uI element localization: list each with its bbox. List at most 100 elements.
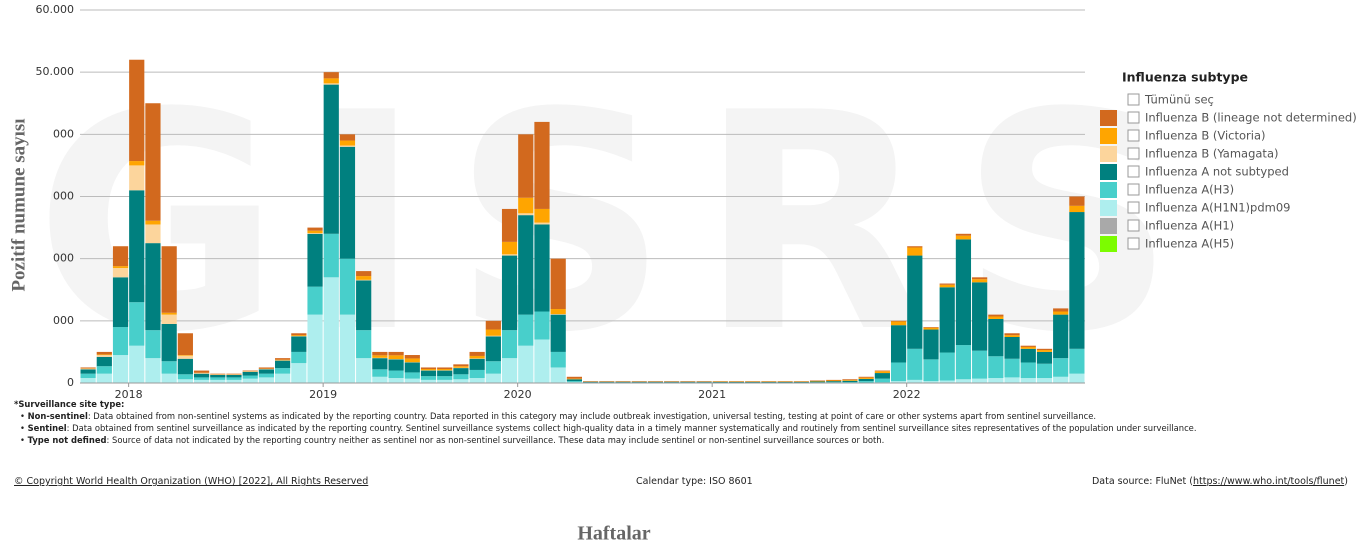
- bar-segment: [972, 350, 988, 379]
- bar-segment: [356, 279, 372, 281]
- bar-segment: [226, 377, 242, 380]
- bar-segment: [469, 355, 485, 359]
- legend-label[interactable]: Influenza A(H1N1)pdm09: [1145, 201, 1290, 215]
- footnote-term: Sentinel: [27, 423, 67, 433]
- legend-label[interactable]: Influenza A(H1): [1145, 219, 1234, 233]
- bar-segment: [404, 355, 420, 359]
- bar-segment: [890, 320, 907, 322]
- bar-segment: [874, 378, 890, 383]
- bar-segment: [339, 140, 356, 146]
- bar-segment: [988, 316, 1004, 319]
- bar-segment: [842, 382, 858, 383]
- legend-label[interactable]: Influenza A(H5): [1145, 237, 1234, 251]
- bar-segment: [1020, 378, 1036, 383]
- bar-segment: [1053, 376, 1069, 383]
- bar-segment: [501, 255, 518, 331]
- select-all[interactable]: Tümünü seç: [1144, 93, 1214, 107]
- bar-segment: [193, 377, 210, 380]
- checkbox[interactable]: [1127, 111, 1140, 124]
- checkbox[interactable]: [1127, 93, 1140, 106]
- bar-segment: [453, 379, 469, 383]
- bar-segment: [145, 103, 161, 221]
- legend-swatch: [1100, 218, 1117, 234]
- checkbox[interactable]: [1127, 219, 1140, 232]
- bar-segment: [226, 374, 242, 378]
- bar-segment: [275, 368, 291, 374]
- bar-segment: [177, 374, 193, 380]
- bar-segment: [307, 233, 323, 234]
- bar-segment: [242, 371, 258, 376]
- bar-segment: [761, 381, 777, 383]
- y-axis-title: Pozitif numune sayısı: [8, 118, 29, 291]
- legend-label[interactable]: Influenza A not subtyped: [1145, 165, 1289, 179]
- legend-label[interactable]: Influenza B (Victoria): [1145, 129, 1265, 143]
- bar-segment: [258, 377, 275, 383]
- bar-segment: [501, 358, 518, 383]
- checkbox[interactable]: [1127, 129, 1140, 142]
- bar-segment: [1036, 378, 1053, 383]
- bar-segment: [826, 381, 842, 383]
- x-tick-label: 2018: [115, 388, 143, 401]
- bar-segment: [485, 361, 501, 374]
- checkbox[interactable]: [1127, 165, 1140, 178]
- bar-segment: [145, 220, 161, 225]
- checkbox[interactable]: [1127, 147, 1140, 160]
- bar-segment: [339, 258, 356, 315]
- x-axis-title: Haftalar: [577, 523, 650, 545]
- bar-segment: [80, 378, 96, 383]
- checkbox[interactable]: [1127, 237, 1140, 250]
- bar-segment: [323, 72, 339, 79]
- legend-swatch: [1100, 200, 1117, 216]
- bar-segment: [939, 287, 955, 353]
- y-tick-label: 000: [53, 190, 74, 203]
- data-source: Data source: FluNet (https://www.who.int…: [1092, 476, 1348, 487]
- checkbox[interactable]: [1127, 183, 1140, 196]
- source-link[interactable]: https://www.who.int/tools/flunet: [1192, 476, 1345, 487]
- bar-segment: [129, 59, 145, 162]
- bar-segment: [907, 247, 923, 256]
- bar-segment: [1053, 358, 1069, 377]
- bar-segment: [388, 355, 404, 360]
- bar-segment: [372, 351, 388, 356]
- bar-segment: [177, 355, 193, 359]
- bar-segment: [372, 376, 388, 383]
- legend-label[interactable]: Influenza A(H3): [1145, 183, 1234, 197]
- legend-label[interactable]: Influenza B (lineage not determined): [1145, 111, 1357, 125]
- bar-segment: [972, 378, 988, 383]
- bar-segment: [96, 356, 112, 367]
- bar-segment: [356, 358, 372, 383]
- bar-segment: [988, 378, 1004, 383]
- bar-segment: [258, 367, 275, 369]
- bar-segment: [1036, 350, 1053, 352]
- y-tick-label: 50.000: [36, 65, 75, 78]
- x-tick-label: 2022: [893, 388, 921, 401]
- bar-segment: [210, 379, 226, 383]
- bar-segment: [518, 213, 534, 216]
- bar-segment: [323, 233, 339, 278]
- source-prefix: Data source: FluNet (: [1091, 476, 1193, 487]
- legend-label[interactable]: Influenza B (Yamagata): [1145, 147, 1278, 161]
- bar-segment: [1004, 335, 1020, 337]
- bar-segment: [1004, 358, 1020, 378]
- bar-segment: [437, 369, 453, 371]
- bar-segment: [275, 360, 291, 369]
- bar-segment: [161, 246, 177, 313]
- bar-segment: [1053, 314, 1069, 359]
- bar-segment: [501, 254, 518, 256]
- bar-segment: [307, 227, 323, 231]
- bar-segment: [193, 379, 210, 383]
- bar-segment: [1036, 363, 1053, 379]
- bar-segment: [1053, 311, 1069, 315]
- bar-segment: [437, 376, 453, 380]
- footnotes: *Surveillance site type: Non-sentinel: D…: [14, 398, 1354, 446]
- bar-segment: [809, 381, 826, 383]
- y-tick-label: 60.000: [36, 3, 75, 16]
- checkbox[interactable]: [1127, 201, 1140, 214]
- bar-segment: [356, 271, 372, 277]
- bar-segment: [566, 379, 582, 382]
- bar-segment: [550, 258, 566, 310]
- copyright-link[interactable]: © Copyright World Health Organization (W…: [14, 476, 369, 487]
- bar-segment: [1020, 362, 1036, 379]
- bar-segment: [112, 355, 129, 383]
